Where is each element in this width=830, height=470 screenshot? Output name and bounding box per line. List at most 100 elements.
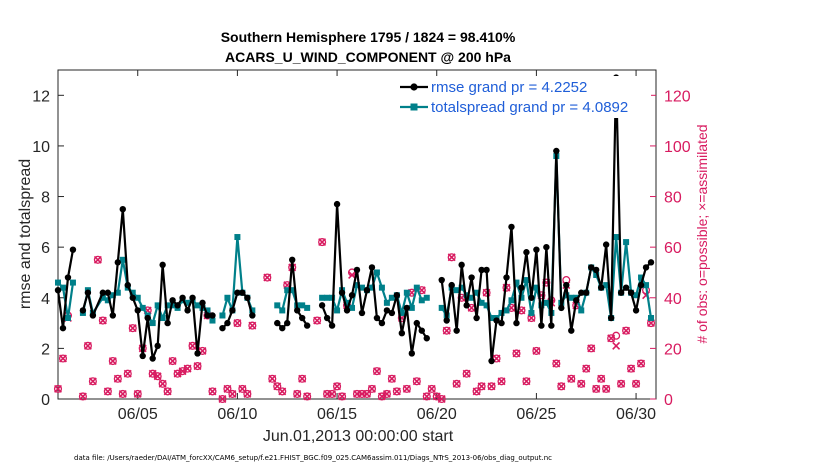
obs-possible-marker: [422, 392, 431, 401]
rmse-point: [169, 297, 176, 304]
totalspread-point: [169, 302, 176, 309]
obs-possible-marker: [337, 392, 347, 401]
obs-possible-marker: [323, 389, 332, 398]
obs-possible-marker: [552, 359, 561, 368]
totalspread-point: [623, 239, 630, 246]
rmse-point: [408, 350, 416, 357]
obs-assimilated-marker: [228, 389, 237, 398]
obs-assimilated-marker: [567, 374, 576, 383]
obs-assimilated-marker: [303, 392, 312, 401]
obs-possible-marker: [522, 377, 531, 386]
obs-possible-marker: [318, 238, 327, 247]
rmse-point: [458, 261, 465, 269]
obs-assimilated-marker: [437, 395, 446, 403]
y-right-tick-label: 20: [664, 341, 682, 358]
totalspread-point: [279, 307, 286, 314]
obs-assimilated-marker: [218, 395, 227, 403]
totalspread-point: [388, 294, 395, 301]
rmse-point: [503, 274, 510, 281]
obs-possible-marker: [248, 321, 257, 330]
y-right-tick-label: 0: [664, 392, 673, 409]
obs-possible-marker: [278, 387, 287, 396]
rmse-point: [194, 350, 201, 357]
rmse-point: [468, 274, 475, 281]
obs-assimilated-marker: [622, 326, 631, 335]
rmse-point: [134, 307, 141, 314]
rmse-point: [423, 335, 430, 342]
obs-possible-marker: [193, 362, 202, 371]
obs-assimilated-marker: [497, 377, 506, 386]
totalspread-point: [129, 289, 136, 296]
x-tick-label: 06/25: [516, 406, 556, 423]
obs-possible-marker: [218, 394, 227, 404]
totalspread-point: [633, 292, 640, 299]
obs-assimilated-marker: [612, 341, 621, 350]
obs-assimilated-marker: [607, 334, 616, 343]
totalspread-point: [508, 297, 515, 304]
totalspread-point: [408, 304, 415, 311]
obs-assimilated-marker: [577, 379, 586, 388]
obs-assimilated-marker: [557, 382, 566, 391]
rmse-point: [224, 319, 231, 327]
rmse-point: [284, 319, 291, 327]
rmse-point: [518, 284, 525, 291]
rmse-point: [318, 302, 326, 309]
totalspread-point: [403, 289, 410, 296]
obs-assimilated-marker: [348, 271, 356, 279]
rmse-point: [363, 286, 371, 294]
rmse-point: [488, 357, 495, 365]
totalspread-point: [354, 282, 360, 289]
rmse-point: [89, 312, 97, 319]
totalspread-point: [324, 294, 331, 301]
rmse-point: [398, 330, 406, 337]
rmse-point: [378, 319, 386, 327]
totalspread-point: [304, 304, 311, 311]
totalspread-point: [134, 294, 141, 301]
obs-assimilated-marker: [372, 367, 381, 376]
rmse-point: [333, 200, 341, 208]
obs-possible-marker: [118, 389, 127, 398]
totalspread-point: [413, 284, 420, 291]
totalspread-point: [319, 294, 326, 301]
y-right-tick-label: 60: [664, 240, 682, 257]
obs-assimilated-marker: [59, 354, 67, 363]
totalspread-point: [368, 284, 375, 291]
rmse-point: [622, 284, 630, 291]
rmse-point: [99, 289, 107, 296]
totalspread-point: [55, 279, 61, 286]
obs-possible-marker: [447, 253, 456, 262]
y-tick-label: 6: [41, 240, 50, 257]
obs-assimilated-marker: [54, 384, 62, 393]
obs-assimilated-marker: [632, 379, 641, 388]
obs-possible-marker: [78, 392, 87, 401]
rmse-point: [209, 312, 216, 319]
rmse-point: [368, 264, 376, 271]
rmse-point: [289, 256, 296, 264]
obs-possible-marker: [238, 384, 247, 393]
totalspread-point: [518, 294, 525, 301]
rmse-point: [164, 319, 171, 327]
y-right-tick-label: 40: [664, 291, 682, 308]
obs-possible-marker: [298, 374, 307, 383]
rmse-point: [189, 294, 196, 301]
x-tick-label: 06/30: [616, 406, 656, 423]
totalspread-point: [219, 312, 226, 319]
rmse-point: [383, 307, 391, 314]
obs-assimilated-marker: [587, 344, 596, 353]
obs-assimilated-marker: [248, 321, 257, 330]
totalspread-point: [344, 299, 351, 306]
obs-assimilated-marker: [487, 382, 496, 391]
totalspread-point: [423, 294, 430, 301]
obs-possible-marker: [532, 346, 541, 355]
totalspread-point: [149, 320, 156, 327]
totalspread-line-segment: [322, 271, 428, 315]
totalspread-point: [234, 234, 241, 241]
obs-assimilated-marker: [427, 384, 436, 393]
obs-assimilated-marker: [158, 379, 167, 388]
rmse-point: [184, 307, 191, 314]
obs-assimilated-marker: [442, 326, 451, 335]
rmse-point: [388, 309, 396, 317]
totalspread-point: [468, 294, 475, 301]
rmse-point: [159, 261, 166, 269]
totalspread-point: [209, 317, 216, 324]
